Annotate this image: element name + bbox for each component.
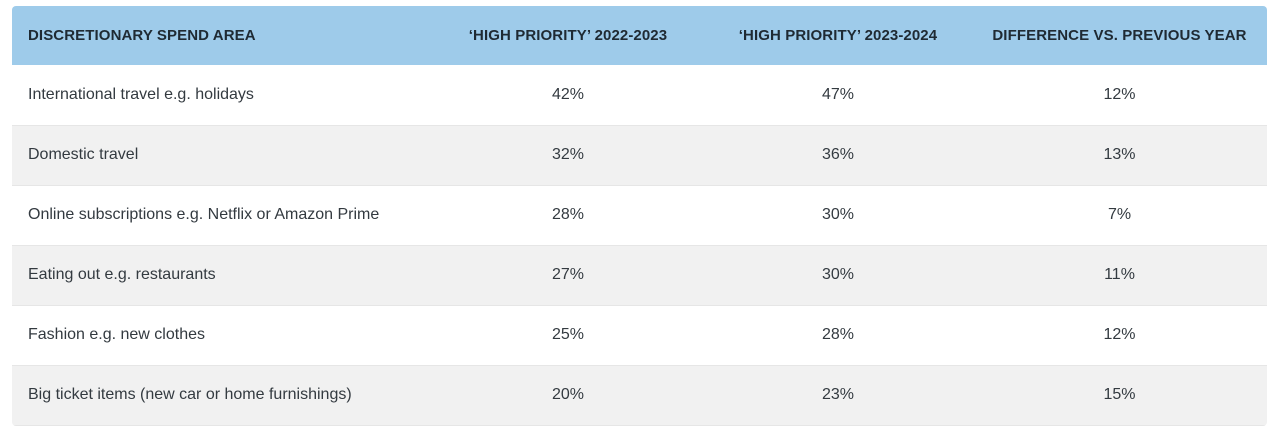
cell-difference: 15% <box>1103 386 1136 403</box>
cell-priority-2023-2024: 36% <box>821 146 855 163</box>
cell-spend-area: Big ticket items (new car or home furnis… <box>28 386 352 403</box>
table-row: Fashion e.g. new clothes 25% 28% 12% <box>12 305 1267 365</box>
cell-spend-area: Eating out e.g. restaurants <box>28 266 216 283</box>
cell-priority-2022-2023: 20% <box>551 386 585 403</box>
cell-difference: 13% <box>1103 146 1136 163</box>
spend-priority-table: DISCRETIONARY SPEND AREA ‘HIGH PRIORITY’… <box>12 6 1267 426</box>
cell-priority-2023-2024: 30% <box>821 266 855 283</box>
cell-priority-2023-2024: 47% <box>821 85 855 103</box>
cell-priority-2023-2024: 30% <box>821 206 855 223</box>
cell-difference: 12% <box>1103 326 1136 343</box>
cell-priority-2022-2023: 25% <box>551 326 585 343</box>
table-body: International travel e.g. holidays 42% 4… <box>12 65 1267 425</box>
table-row: International travel e.g. holidays 42% 4… <box>12 65 1267 125</box>
cell-difference: 12% <box>1103 85 1136 103</box>
header-spend-area: DISCRETIONARY SPEND AREA <box>28 27 256 44</box>
cell-priority-2022-2023: 32% <box>551 146 585 163</box>
cell-difference: 11% <box>1104 266 1135 283</box>
table-header: DISCRETIONARY SPEND AREA ‘HIGH PRIORITY’… <box>12 6 1267 65</box>
header-priority-2022-2023: ‘HIGH PRIORITY’ 2022-2023 <box>468 27 668 44</box>
header-difference: DIFFERENCE VS. PREVIOUS YEAR <box>992 27 1247 44</box>
cell-priority-2023-2024: 23% <box>821 386 855 403</box>
spend-priority-table-container: DISCRETIONARY SPEND AREA ‘HIGH PRIORITY’… <box>12 6 1267 426</box>
table-row: Eating out e.g. restaurants 27% 30% 11% <box>12 245 1267 305</box>
cell-difference: 7% <box>1107 206 1132 223</box>
cell-priority-2022-2023: 27% <box>551 266 585 283</box>
cell-priority-2022-2023: 28% <box>551 206 585 223</box>
cell-priority-2022-2023: 42% <box>551 85 585 103</box>
cell-spend-area: Domestic travel <box>28 146 139 163</box>
cell-spend-area: Fashion e.g. new clothes <box>28 326 205 343</box>
table-row: Online subscriptions e.g. Netflix or Ama… <box>12 185 1267 245</box>
table-row: Big ticket items (new car or home furnis… <box>12 365 1267 425</box>
header-priority-2023-2024: ‘HIGH PRIORITY’ 2023-2024 <box>738 27 938 44</box>
header-row: DISCRETIONARY SPEND AREA ‘HIGH PRIORITY’… <box>12 6 1267 65</box>
cell-spend-area: Online subscriptions e.g. Netflix or Ama… <box>28 206 380 223</box>
table-row: Domestic travel 32% 36% 13% <box>12 125 1267 185</box>
cell-spend-area: International travel e.g. holidays <box>28 85 254 103</box>
cell-priority-2023-2024: 28% <box>821 326 855 343</box>
